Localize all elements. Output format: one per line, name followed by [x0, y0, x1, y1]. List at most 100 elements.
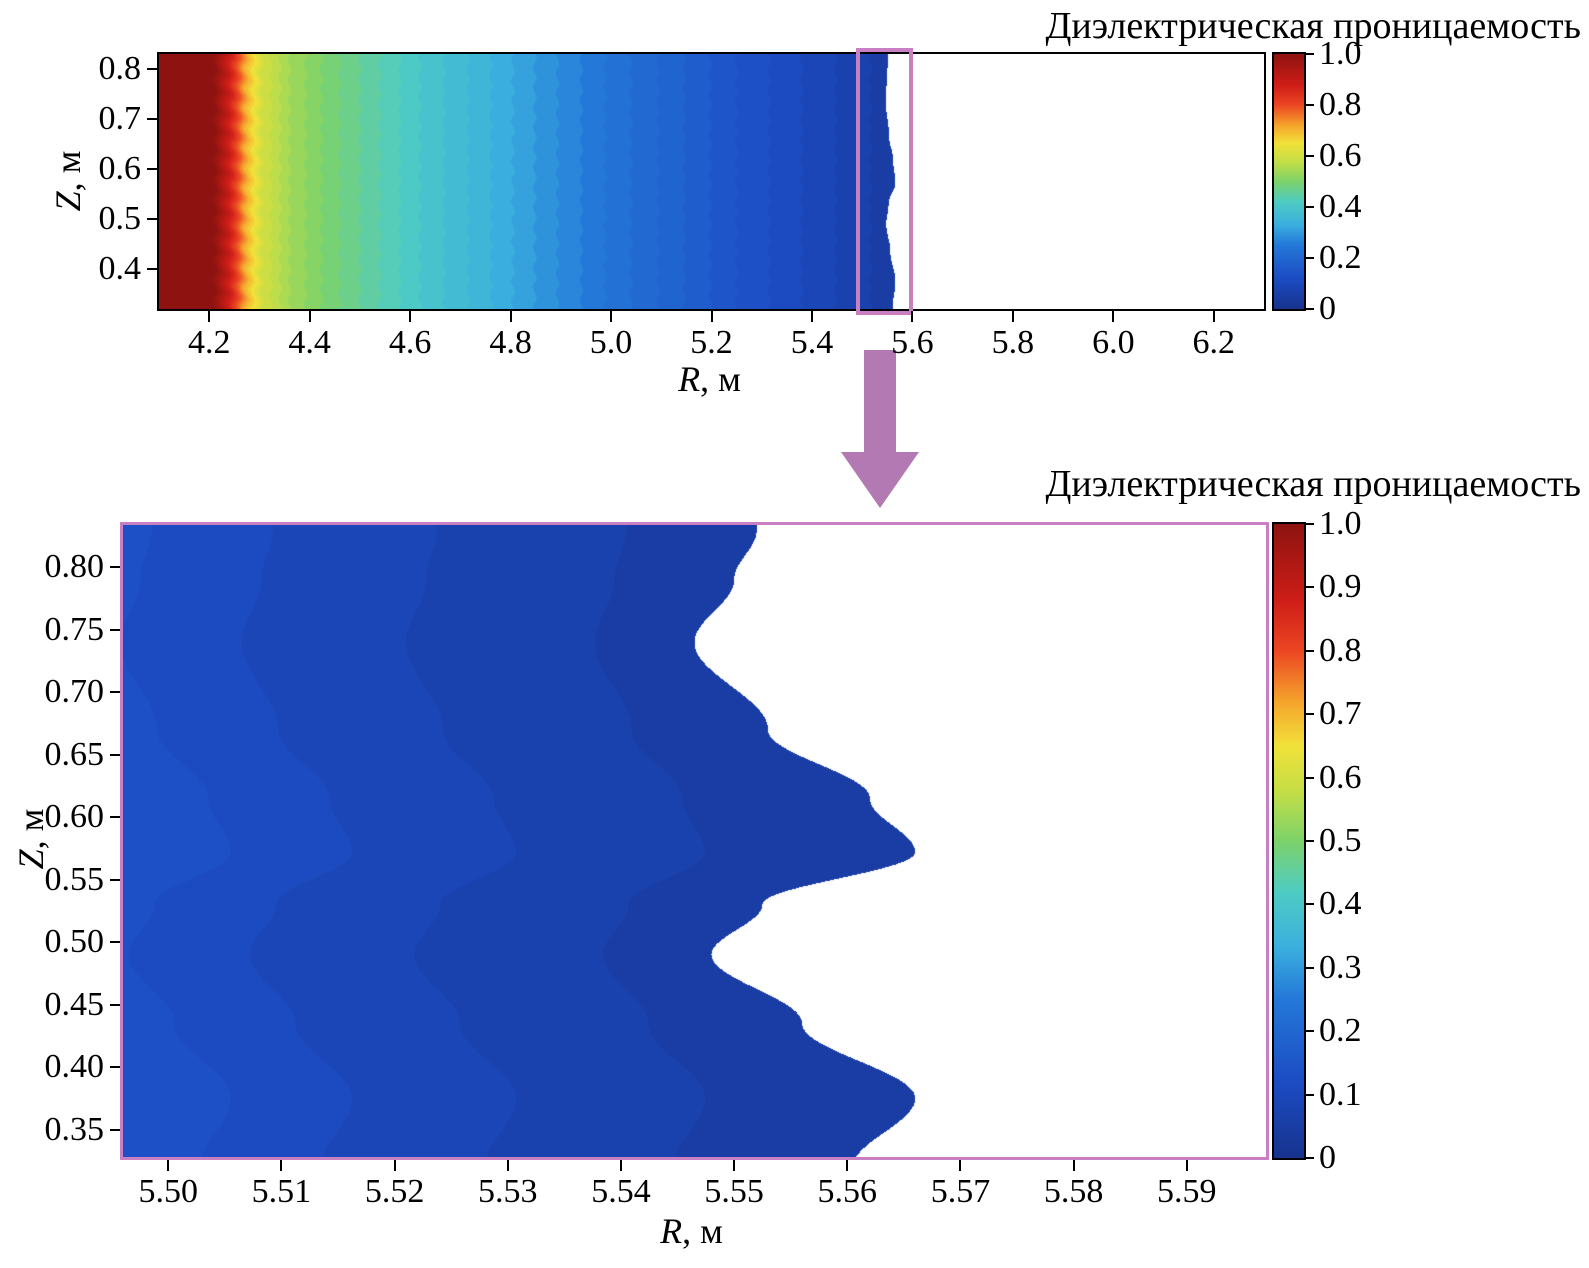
colorbar-tick-mark-zoom — [1306, 776, 1314, 779]
x-tick-mark-overview — [1011, 311, 1014, 322]
colorbar-tick-label-zoom: 0.4 — [1319, 885, 1362, 923]
x-tick-mark-zoom — [846, 1160, 849, 1171]
x-tick-mark-overview — [409, 311, 412, 322]
x-tick-label-zoom: 5.56 — [817, 1173, 878, 1210]
colorbar-tick-label-zoom: 0.6 — [1319, 758, 1362, 796]
colorbar-tick-label-overview: 0.4 — [1319, 188, 1362, 225]
x-tick-mark-overview — [509, 311, 512, 322]
x-tick-mark-zoom — [506, 1160, 509, 1171]
heatmap-overview — [157, 48, 1266, 315]
y-tick-mark-zoom — [110, 1066, 120, 1069]
colorbar-tick-label-overview: 0 — [1319, 290, 1336, 327]
y-tick-label-zoom: 0.35 — [44, 1110, 105, 1148]
x-tick-mark-overview — [610, 311, 613, 322]
y-tick-mark-zoom — [110, 691, 120, 694]
x-tick-mark-overview — [810, 311, 813, 322]
x-tick-label-zoom: 5.50 — [138, 1173, 199, 1210]
x-axis-unit-overview: , м — [700, 359, 741, 399]
colorbar-tick-label-zoom: 0.5 — [1319, 822, 1362, 859]
x-tick-mark-overview — [208, 311, 211, 322]
colorbar-tick-mark-zoom — [1306, 903, 1314, 906]
colorbar-tick-mark-zoom — [1306, 649, 1314, 652]
colorbar-tick-mark-overview — [1306, 53, 1314, 55]
colorbar-tick-label-zoom: 0.2 — [1319, 1012, 1362, 1050]
x-axis-unit-zoom: , м — [682, 1211, 723, 1251]
y-tick-label-overview: 0.7 — [98, 100, 142, 137]
y-tick-label-overview: 0.6 — [98, 150, 142, 187]
colorbar-canvas-zoom — [1274, 524, 1304, 1158]
colorbar-tick-label-zoom: 0.3 — [1319, 948, 1362, 986]
colorbar-tick-label-zoom: 1.0 — [1319, 505, 1362, 542]
colorbar-tick-label-zoom: 0.1 — [1319, 1075, 1362, 1113]
x-tick-mark-zoom — [733, 1160, 736, 1171]
x-tick-label-overview: 4.2 — [187, 324, 231, 361]
y-tick-mark-zoom — [110, 1128, 120, 1131]
colorbar-canvas-overview — [1274, 54, 1304, 309]
colorbar-tick-label-zoom: 0.9 — [1319, 568, 1362, 606]
y-tick-mark-zoom — [110, 753, 120, 756]
y-tick-label-zoom: 0.55 — [44, 860, 105, 898]
y-tick-label-zoom: 0.70 — [44, 673, 105, 711]
colorbar-tick-mark-zoom — [1306, 713, 1314, 716]
y-tick-label-zoom: 0.60 — [44, 798, 105, 836]
x-tick-label-overview: 4.8 — [489, 324, 532, 361]
colorbar-tick-mark-zoom — [1306, 1157, 1314, 1159]
y-tick-mark-zoom — [110, 878, 120, 881]
colorbar-tick-label-zoom: 0.8 — [1319, 631, 1362, 669]
x-tick-label-zoom: 5.58 — [1043, 1173, 1104, 1210]
y-tick-mark-overview — [147, 268, 157, 270]
colorbar-tick-mark-overview — [1306, 308, 1314, 310]
colorbar-tick-mark-zoom — [1306, 523, 1314, 525]
y-tick-label-overview: 0.5 — [98, 200, 142, 237]
x-tick-label-overview: 6.0 — [1092, 324, 1135, 361]
colorbar-tick-mark-zoom — [1306, 1030, 1314, 1033]
x-tick-label-zoom: 5.52 — [364, 1173, 425, 1210]
colorbar-tick-mark-overview — [1306, 257, 1314, 259]
x-axis-label-overview: R, м — [157, 358, 1262, 400]
x-tick-label-zoom: 5.59 — [1157, 1173, 1217, 1210]
x-tick-label-zoom: 5.54 — [591, 1173, 651, 1210]
x-tick-mark-overview — [1112, 311, 1115, 322]
x-tick-mark-zoom — [167, 1160, 170, 1171]
y-tick-label-zoom: 0.75 — [44, 610, 105, 648]
colorbar-tick-mark-overview — [1306, 155, 1314, 157]
x-tick-label-overview: 5.0 — [589, 324, 633, 361]
heatmap-zoom — [120, 522, 1269, 1160]
y-tick-label-zoom: 0.80 — [44, 548, 105, 586]
y-tick-mark-zoom — [110, 816, 120, 819]
x-tick-label-overview: 5.6 — [891, 324, 934, 361]
colorbar-tick-label-overview: 1.0 — [1319, 35, 1362, 72]
y-tick-label-zoom: 0.40 — [44, 1048, 105, 1086]
x-tick-label-zoom: 5.51 — [251, 1173, 312, 1210]
heatmap-canvas-zoom — [123, 525, 1266, 1157]
y-tick-label-overview: 0.8 — [98, 50, 142, 87]
colorbar-title-overview: Диэлектрическая проницаемость — [1045, 5, 1581, 47]
y-tick-label-overview: 0.4 — [98, 250, 142, 287]
x-tick-mark-zoom — [619, 1160, 622, 1171]
y-tick-label-zoom: 0.45 — [44, 985, 105, 1023]
x-tick-mark-overview — [1212, 311, 1215, 322]
colorbar-tick-mark-zoom — [1306, 586, 1314, 589]
x-tick-label-zoom: 5.57 — [930, 1173, 991, 1210]
x-tick-mark-overview — [710, 311, 713, 322]
colorbar-zoom — [1272, 522, 1306, 1160]
x-axis-label-zoom: R, м — [120, 1210, 1263, 1252]
colorbar-tick-label-overview: 0.2 — [1319, 239, 1362, 276]
x-tick-label-zoom: 5.55 — [704, 1173, 764, 1210]
colorbar-tick-mark-zoom — [1306, 1093, 1314, 1096]
colorbar-tick-mark-zoom — [1306, 966, 1314, 969]
y-tick-mark-zoom — [110, 566, 120, 569]
colorbar-tick-mark-zoom — [1306, 840, 1314, 842]
y-tick-mark-overview — [147, 218, 157, 220]
x-tick-label-overview: 4.4 — [288, 324, 331, 361]
y-tick-label-zoom: 0.50 — [44, 923, 105, 961]
x-tick-mark-zoom — [393, 1160, 396, 1171]
heatmap-canvas-overview — [159, 54, 1264, 309]
colorbar-tick-label-zoom: 0.7 — [1319, 695, 1362, 733]
y-tick-mark-overview — [147, 118, 157, 120]
y-tick-mark-overview — [147, 68, 157, 70]
x-axis-symbol-overview: R — [678, 359, 701, 399]
colorbar-title-zoom: Диэлектрическая проницаемость — [1045, 463, 1581, 505]
y-tick-label-zoom: 0.65 — [44, 735, 105, 773]
